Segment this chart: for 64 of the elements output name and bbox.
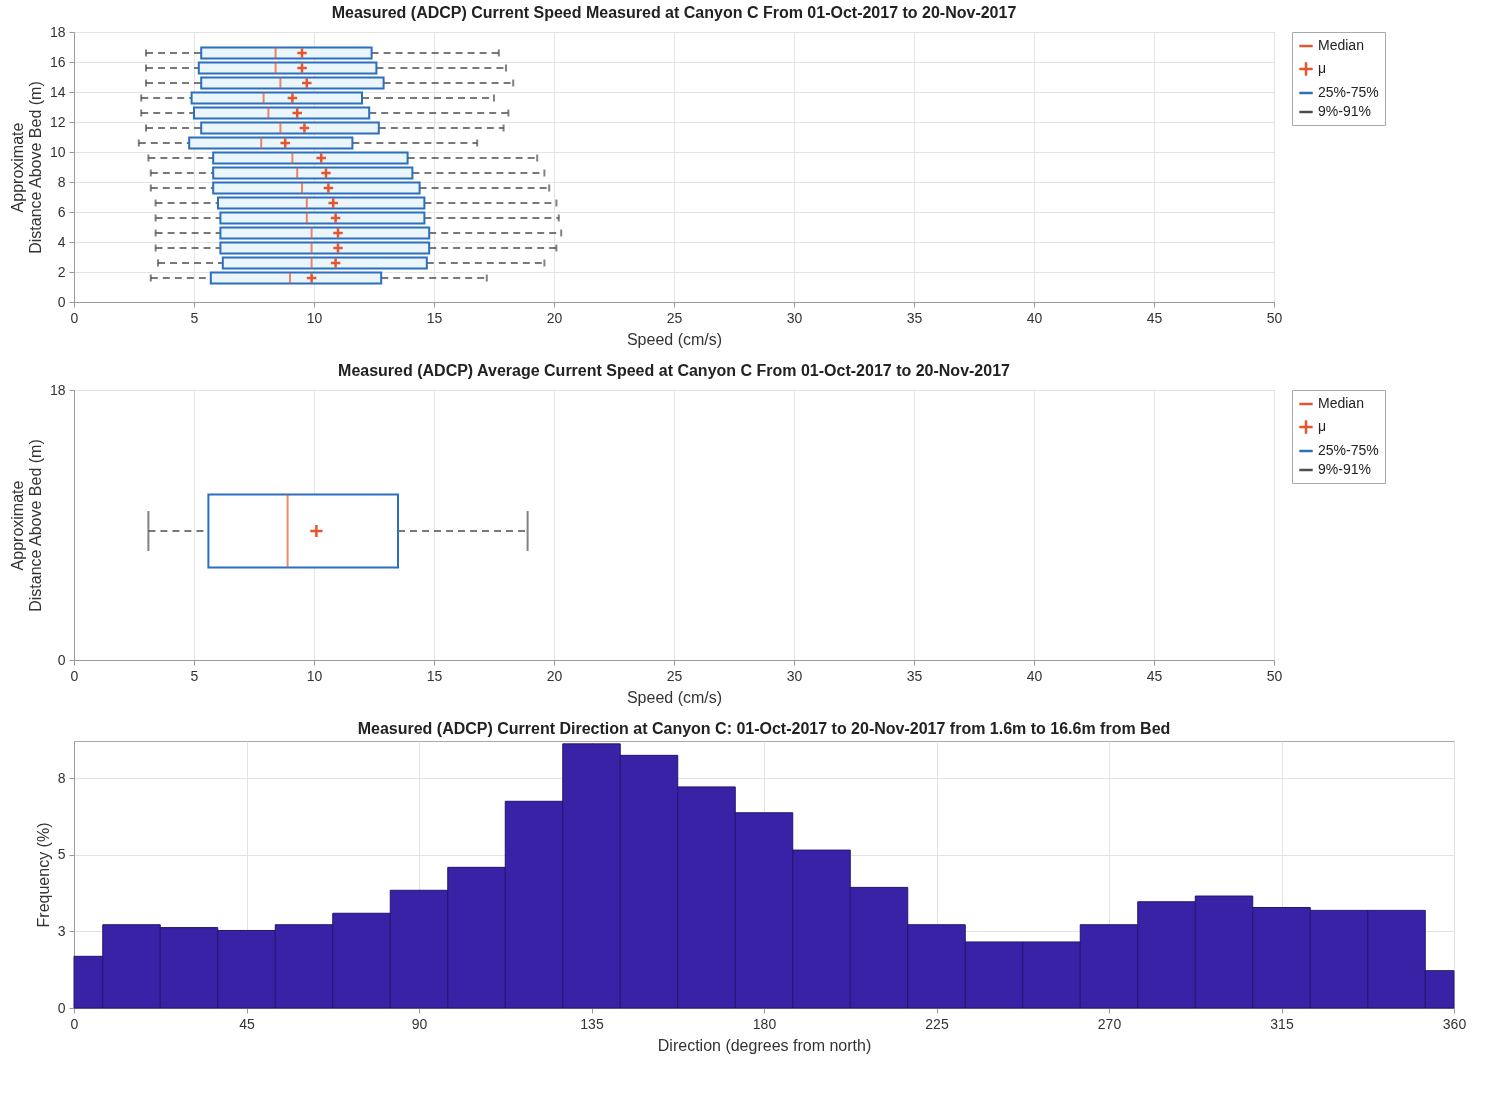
text: μ (1318, 60, 1327, 76)
text: 9%-91% (1318, 103, 1371, 119)
x-tick-label: 315 (1270, 1015, 1294, 1032)
y-tick-label: 18 (49, 381, 66, 398)
text: Median (1318, 37, 1364, 53)
x-tick-label: 135 (580, 1015, 604, 1032)
x-tick-label: 50 (1266, 667, 1283, 684)
x-axis-title: Speed (cm/s) (626, 330, 723, 348)
y-tick-label: 2 (57, 263, 66, 280)
x-tick-label: 90 (411, 1015, 428, 1032)
x-axis-title: Speed (cm/s) (626, 688, 723, 706)
y-tick-label: 6 (57, 203, 66, 220)
x-tick-label: 35 (906, 309, 923, 326)
y-tick-label: 16 (49, 53, 66, 70)
chart-title: Measured (ADCP) Current Speed Measured at Canyon C From 01-Oct-2017 to 20-Nov-2017 (331, 4, 1017, 21)
x-tick-label: 25 (666, 309, 683, 326)
x-tick-label: 25 (666, 667, 683, 684)
x-tick-label: 50 (1266, 309, 1283, 326)
x-tick-label: 40 (1026, 667, 1043, 684)
y-tick-label: 3 (57, 922, 66, 939)
x-tick-label: 45 (239, 1015, 255, 1032)
x-tick-label: 5 (190, 309, 199, 326)
y-tick-label: 10 (49, 143, 66, 160)
y-tick-label: 0 (57, 293, 66, 310)
x-tick-label: 15 (426, 309, 443, 326)
text: μ (1318, 418, 1327, 434)
x-tick-label: 180 (752, 1015, 777, 1032)
x-tick-label: 0 (70, 667, 79, 684)
x-tick-label: 15 (426, 667, 443, 684)
y-tick-label: 0 (57, 999, 66, 1016)
y-axis-title: Approximate Distance Above Bed (m) (8, 81, 44, 254)
y-tick-label: 18 (49, 23, 66, 40)
x-tick-label: 225 (925, 1015, 949, 1032)
y-tick-label: 5 (57, 846, 66, 863)
x-tick-label: 20 (546, 309, 563, 326)
x-tick-label: 30 (786, 309, 803, 326)
y-tick-label: 12 (49, 113, 66, 130)
x-tick-label: 5 (190, 667, 199, 684)
x-tick-label: 0 (70, 1015, 79, 1032)
y-tick-label: 0 (57, 651, 66, 668)
x-tick-label: 10 (306, 667, 323, 684)
x-tick-label: 45 (1146, 309, 1163, 326)
x-tick-label: 45 (1146, 667, 1163, 684)
y-axis-title: Approximate Distance Above Bed (m) (8, 439, 44, 612)
x-tick-label: 30 (786, 667, 803, 684)
x-tick-label: 20 (546, 667, 563, 684)
x-tick-label: 35 (906, 667, 923, 684)
y-tick-label: 14 (49, 83, 66, 100)
x-tick-label: 270 (1097, 1015, 1122, 1032)
x-tick-label: 360 (1442, 1015, 1467, 1032)
chart-title: Measured (ADCP) Current Direction at Canyon C: 01-Oct-2017 to 20-Nov-2017 from 1.6m to 16.6m from Bed (357, 720, 1171, 737)
y-tick-label: 8 (57, 173, 66, 190)
x-tick-label: 40 (1026, 309, 1043, 326)
text: Median (1318, 395, 1364, 411)
legend-label: 25%-75% (1318, 84, 1379, 100)
x-axis-title: Direction (degrees from north) (657, 1036, 872, 1054)
y-tick-label: 8 (57, 769, 66, 786)
chart-title: Measured (ADCP) Average Current Speed at Canyon C From 01-Oct-2017 to 20-Nov-2017 (338, 362, 1011, 379)
y-tick-label: 4 (57, 233, 66, 250)
legend-label: 25%-75% (1318, 442, 1379, 458)
x-tick-label: 0 (70, 309, 79, 326)
text: 9%-91% (1318, 461, 1371, 477)
x-tick-label: 10 (306, 309, 323, 326)
y-axis-title: Frequency (%) (34, 822, 52, 928)
